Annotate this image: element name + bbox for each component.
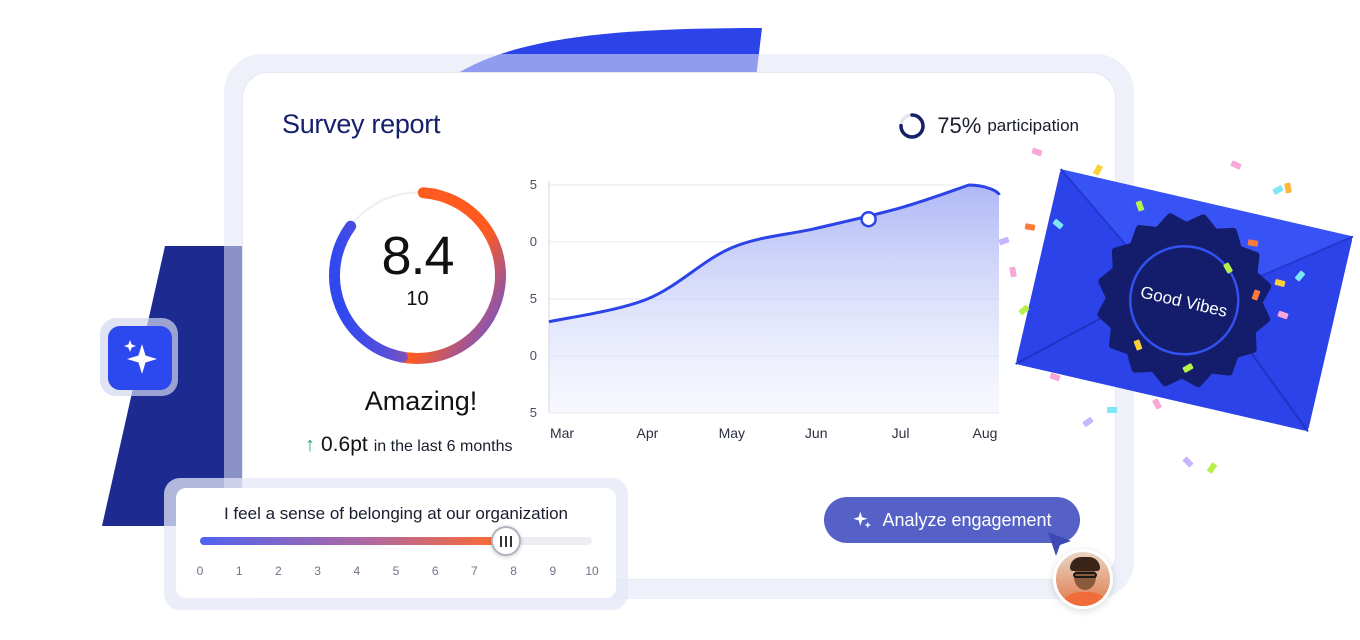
slider-tick-label: 2 [275,564,282,578]
slider-tick-label: 10 [585,564,599,578]
analyze-engagement-button[interactable]: Analyze engagement [824,497,1080,543]
slider-tick-label: 1 [235,564,243,578]
rating-slider-fill [200,537,506,545]
score-gauge-arc-base [329,220,408,363]
sparkle-icon [853,511,872,529]
participation-ring-icon [899,113,926,139]
slider-tick-label: 0 [196,564,204,578]
score-change: ↑ 0.6pt in the last 6 months [305,433,512,457]
slider-tick-label: 4 [353,564,361,578]
y-tick-label: 8.0 [529,234,537,249]
score-gauge [329,187,506,364]
x-tick-label: Aug [973,425,998,441]
page-title: Survey report [282,109,441,139]
good-vibes-envelope: Good Vibes [1015,168,1354,433]
score-change-value: 0.6pt [321,433,368,456]
slider-tick-labels: 0 1 2 3 4 5 6 7 8 9 10 [197,564,599,580]
y-tick-label: 6.5 [529,405,537,420]
x-tick-label: May [719,425,745,441]
score-max: 10 [406,288,429,310]
sparkle-icon [124,340,157,374]
question-slider-card: I feel a sense of belonging at our organ… [176,488,616,598]
slider-tick-label: 3 [314,564,321,578]
arrow-up-icon: ↑ [305,434,315,456]
score-value: 8.4 [381,226,454,286]
x-tick-label: Apr [637,425,659,441]
score-gauge-arc [395,187,506,364]
slider-tick-label: 5 [392,564,400,578]
good-vibes-badge [1097,213,1272,388]
analyze-engagement-label: Analyze engagement [882,509,1052,530]
x-tick-label: Mar [550,425,574,441]
slider-tick-label: 6 [431,564,439,578]
y-tick-label: 7.5 [529,291,537,306]
participation-indicator: 75% participation [897,111,1079,141]
slider-tick-label: 8 [510,564,517,578]
survey-report-card: Survey report 75% participation 8.4 10 A… [242,72,1116,580]
chart-highlight-marker [860,210,877,228]
y-tick-label: 7.0 [529,348,537,363]
score-rating: Amazing! [364,386,478,416]
participation-value: 75% [937,113,982,138]
avatar [1053,549,1113,609]
rating-slider-handle[interactable] [490,526,521,556]
participation-label: participation [987,116,1079,135]
y-tick-label: 8.5 [529,177,537,192]
cursor-pointer-icon [1048,532,1071,556]
engagement-chart: 8.5 8.0 7.5 7.0 6.5 Mar Apr May Jun Jul Aug [529,177,1001,441]
slider-tick-label: 9 [549,564,557,578]
x-tick-label: Jun [805,425,828,441]
chart-area-fill [549,185,999,413]
score-change-period: in the last 6 months [373,438,513,455]
ai-sparkle-button[interactable] [108,326,172,390]
rating-slider-track[interactable] [200,537,592,545]
question-text: I feel a sense of belonging at our organ… [223,504,569,523]
x-tick-label: Jul [892,425,910,441]
slider-tick-label: 7 [471,564,478,578]
confetti-piece [1207,462,1217,474]
chart-series-line [548,183,1001,324]
